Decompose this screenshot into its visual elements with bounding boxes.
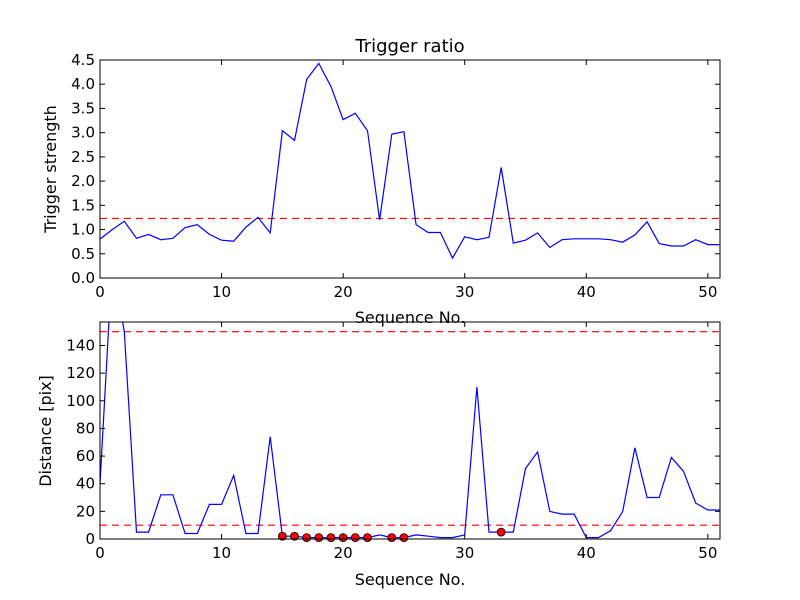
data-point-marker: [350, 533, 360, 543]
y-tick-label: 4.5: [71, 51, 95, 69]
y-tick-label: 1.5: [71, 196, 95, 214]
data-point-marker: [314, 533, 324, 543]
data-point-marker: [277, 531, 287, 541]
y-tick-label: 2.5: [71, 148, 95, 166]
distance-chart: Sequence No. Distance [pix] 0 10 20 30 40 500…: [36, 321, 721, 589]
marker-group: [277, 527, 506, 543]
y-tick-label: 4.0: [71, 75, 95, 93]
x-tick-label: 50: [698, 283, 717, 301]
data-point-marker: [326, 533, 336, 543]
y-tick-label: 0.0: [71, 269, 95, 287]
series-group: [100, 62, 720, 260]
reference-lines: [100, 331, 720, 526]
data-point-marker: [290, 531, 299, 541]
y-tick-label: 3.0: [71, 124, 95, 142]
data-point-marker: [363, 533, 372, 543]
x-tick-label: 0: [95, 283, 105, 301]
y-tick-label: 2.0: [71, 172, 95, 190]
y-tick-label: 20: [76, 502, 95, 520]
x-axis-label: Sequence No.: [355, 308, 466, 327]
x-tick-label: 40: [577, 283, 596, 301]
data-point-marker: [399, 533, 409, 543]
y-tick-label: 140: [66, 336, 95, 354]
x-tick-label: 40: [577, 544, 596, 562]
series-line-0: [100, 62, 720, 260]
chart-title: Trigger ratio: [354, 36, 464, 57]
series-group: [100, 322, 720, 539]
x-tick-label: 30: [455, 283, 474, 301]
series-line-0: [100, 322, 720, 539]
y-tick-label: 3.5: [71, 99, 95, 117]
tick-group: 0 10 20 30 40 50 0 20 40 60 80 100 120 140: [66, 322, 720, 562]
x-tick-label: 20: [334, 544, 353, 562]
y-axis-label: Distance [pix]: [36, 375, 55, 487]
y-tick-label: 120: [66, 364, 95, 382]
x-tick-label: 0: [95, 544, 105, 562]
data-point-marker: [387, 533, 397, 543]
y-axis-label: Trigger strength: [41, 105, 60, 234]
y-tick-label: 1.0: [71, 221, 95, 239]
data-point-marker: [302, 533, 312, 543]
x-tick-label: 30: [455, 544, 474, 562]
y-tick-label: 0.5: [71, 245, 95, 263]
y-tick-label: 40: [76, 475, 95, 493]
plot-frame: [99, 59, 721, 279]
data-point-marker: [496, 527, 506, 537]
x-tick-label: 10: [212, 544, 231, 562]
x-tick-label: 10: [212, 283, 231, 301]
trigger-ratio-chart: Trigger ratio Sequence No. Trigger stren…: [41, 36, 721, 327]
x-tick-label: 50: [698, 544, 717, 562]
y-tick-label: 80: [76, 419, 95, 437]
y-tick-label: 60: [76, 447, 95, 465]
x-tick-label: 20: [334, 283, 353, 301]
y-tick-label: 0: [85, 530, 95, 548]
tick-group: 0 10 20 30 40 50 0.0 0.5 1.0 1.5 2.0 2.5 3.0 3.5 4.0 4.…: [71, 51, 720, 301]
plot-frame: [99, 321, 721, 540]
x-axis-label: Sequence No.: [355, 570, 466, 589]
y-tick-label: 100: [66, 392, 95, 410]
